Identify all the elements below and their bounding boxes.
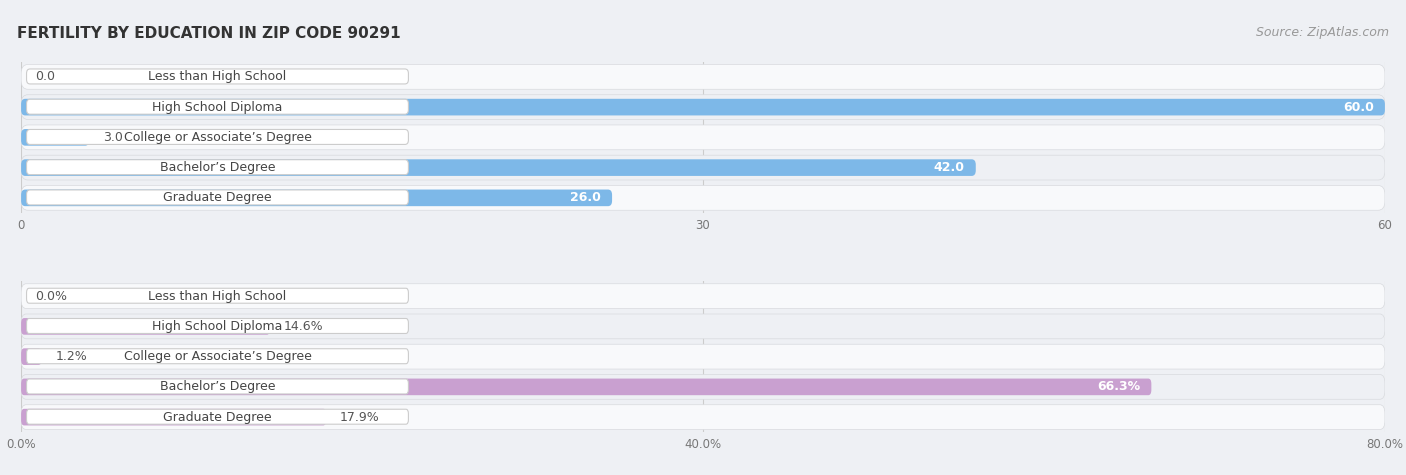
FancyBboxPatch shape [21, 348, 42, 365]
FancyBboxPatch shape [21, 95, 1385, 120]
Text: Bachelor’s Degree: Bachelor’s Degree [160, 161, 276, 174]
Text: FERTILITY BY EDUCATION IN ZIP CODE 90291: FERTILITY BY EDUCATION IN ZIP CODE 90291 [17, 26, 401, 41]
FancyBboxPatch shape [27, 288, 408, 303]
FancyBboxPatch shape [27, 319, 408, 333]
Text: College or Associate’s Degree: College or Associate’s Degree [124, 350, 311, 363]
Text: Graduate Degree: Graduate Degree [163, 191, 271, 204]
FancyBboxPatch shape [21, 159, 976, 176]
Text: 0.0%: 0.0% [35, 290, 66, 303]
Text: 3.0: 3.0 [103, 131, 122, 144]
FancyBboxPatch shape [27, 99, 408, 114]
FancyBboxPatch shape [21, 409, 326, 426]
FancyBboxPatch shape [27, 349, 408, 364]
FancyBboxPatch shape [21, 318, 270, 335]
Text: 42.0: 42.0 [934, 161, 965, 174]
Text: Less than High School: Less than High School [149, 290, 287, 303]
Text: 60.0: 60.0 [1343, 101, 1374, 114]
Text: 14.6%: 14.6% [284, 320, 323, 333]
FancyBboxPatch shape [21, 99, 1385, 115]
Text: Bachelor’s Degree: Bachelor’s Degree [160, 380, 276, 393]
Text: Less than High School: Less than High School [149, 70, 287, 84]
FancyBboxPatch shape [21, 344, 1385, 369]
Text: 26.0: 26.0 [571, 191, 602, 204]
FancyBboxPatch shape [27, 379, 408, 394]
FancyBboxPatch shape [21, 155, 1385, 180]
FancyBboxPatch shape [21, 284, 1385, 309]
Text: High School Diploma: High School Diploma [152, 101, 283, 114]
Text: Graduate Degree: Graduate Degree [163, 410, 271, 424]
Text: High School Diploma: High School Diploma [152, 320, 283, 333]
FancyBboxPatch shape [21, 129, 90, 146]
Text: 1.2%: 1.2% [55, 350, 87, 363]
FancyBboxPatch shape [21, 405, 1385, 429]
Text: 66.3%: 66.3% [1097, 380, 1140, 393]
Text: 17.9%: 17.9% [340, 410, 380, 424]
FancyBboxPatch shape [21, 379, 1152, 395]
FancyBboxPatch shape [21, 190, 612, 206]
FancyBboxPatch shape [21, 125, 1385, 150]
FancyBboxPatch shape [21, 374, 1385, 399]
FancyBboxPatch shape [21, 65, 1385, 89]
FancyBboxPatch shape [27, 160, 408, 175]
FancyBboxPatch shape [27, 409, 408, 424]
Text: College or Associate’s Degree: College or Associate’s Degree [124, 131, 311, 144]
FancyBboxPatch shape [27, 130, 408, 144]
FancyBboxPatch shape [21, 314, 1385, 339]
FancyBboxPatch shape [27, 190, 408, 205]
FancyBboxPatch shape [21, 185, 1385, 210]
Text: 0.0: 0.0 [35, 70, 55, 84]
Text: Source: ZipAtlas.com: Source: ZipAtlas.com [1256, 26, 1389, 39]
FancyBboxPatch shape [27, 69, 408, 84]
